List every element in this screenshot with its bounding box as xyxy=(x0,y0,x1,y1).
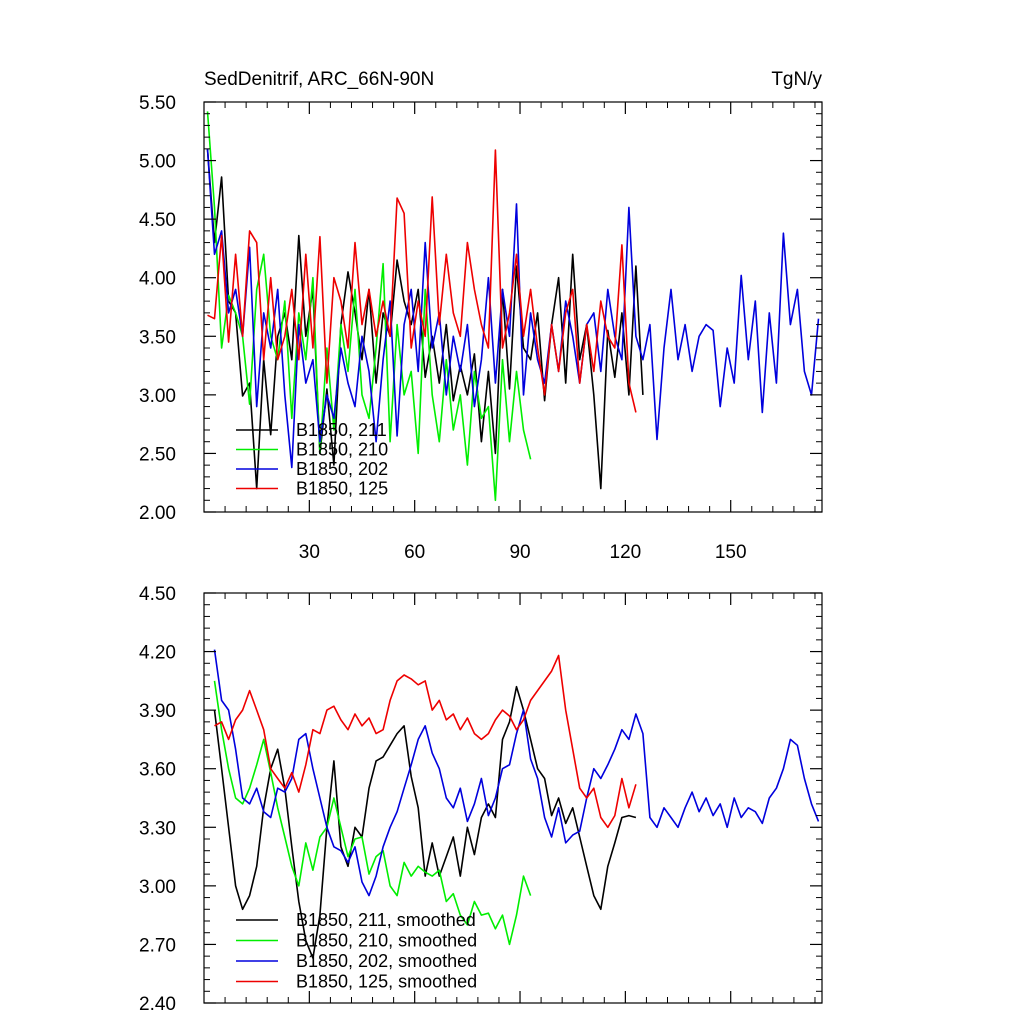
y-tick-label: 3.60 xyxy=(139,760,176,781)
units-label: TgN/y xyxy=(771,69,822,90)
x-tick-label: 150 xyxy=(715,542,747,563)
x-tick-label: 60 xyxy=(404,542,425,563)
plot-frame xyxy=(203,592,823,1004)
y-tick-label: 3.00 xyxy=(139,877,176,898)
legend-label: B1850, 211 xyxy=(296,420,387,440)
legend-label: B1850, 125, smoothed xyxy=(296,972,477,992)
bottom-panel: 2.40 2.70 3.00 3.30 3.60 3.90 4.20 4.50 B1850, … xyxy=(139,584,823,1015)
y-tick-label: 3.90 xyxy=(139,701,176,722)
top-panel: SedDenitrif, ARC_66N-90N TgN/y 2.00 2.50 3… xyxy=(139,69,823,563)
series-layer xyxy=(206,111,820,502)
legend-label: B1850, 210 xyxy=(296,440,388,460)
x-tick-label: 90 xyxy=(509,542,530,563)
legend-label: B1850, 210, smoothed xyxy=(296,931,477,951)
series-line-4 xyxy=(214,654,637,829)
y-tick-label: 3.50 xyxy=(139,327,176,348)
y-tick-label: 4.00 xyxy=(139,269,176,290)
legend-label: B1850, 202 xyxy=(296,459,388,479)
y-tick-label: 4.20 xyxy=(139,643,176,664)
y-tick-label: 3.30 xyxy=(139,818,176,839)
y-tick-label: 4.50 xyxy=(139,210,176,231)
y-tick-label: 2.50 xyxy=(139,444,176,465)
y-tick-label: 5.00 xyxy=(139,152,176,173)
series-line-3 xyxy=(213,649,820,897)
y-tick-label: 5.50 xyxy=(139,93,176,114)
y-tick-label: 4.50 xyxy=(139,584,176,605)
legend-label: B1850, 211, smoothed xyxy=(296,910,476,930)
series-layer xyxy=(213,649,820,959)
chart-title: SedDenitrif, ARC_66N-90N xyxy=(204,69,434,90)
legend-label: B1850, 125 xyxy=(296,479,388,499)
y-tick-label: 2.40 xyxy=(139,994,176,1015)
x-tick-label: 30 xyxy=(299,542,320,563)
y-tick-label: 2.00 xyxy=(139,503,176,524)
axis-layer: 2.40 2.70 3.00 3.30 3.60 3.90 4.20 4.50 xyxy=(139,584,823,1015)
series-line-2 xyxy=(213,680,532,946)
series-line-4 xyxy=(207,149,637,413)
plot-frame xyxy=(203,101,823,513)
y-tick-label: 2.70 xyxy=(139,935,176,956)
legend-label: B1850, 202, smoothed xyxy=(296,951,477,971)
x-tick-label: 120 xyxy=(610,542,642,563)
axis-layer: 2.00 2.50 3.00 3.50 4.00 4.50 5.00 5.50 30 60 90 12… xyxy=(139,93,823,563)
y-tick-label: 3.00 xyxy=(139,386,176,407)
series-line-3 xyxy=(206,148,820,469)
